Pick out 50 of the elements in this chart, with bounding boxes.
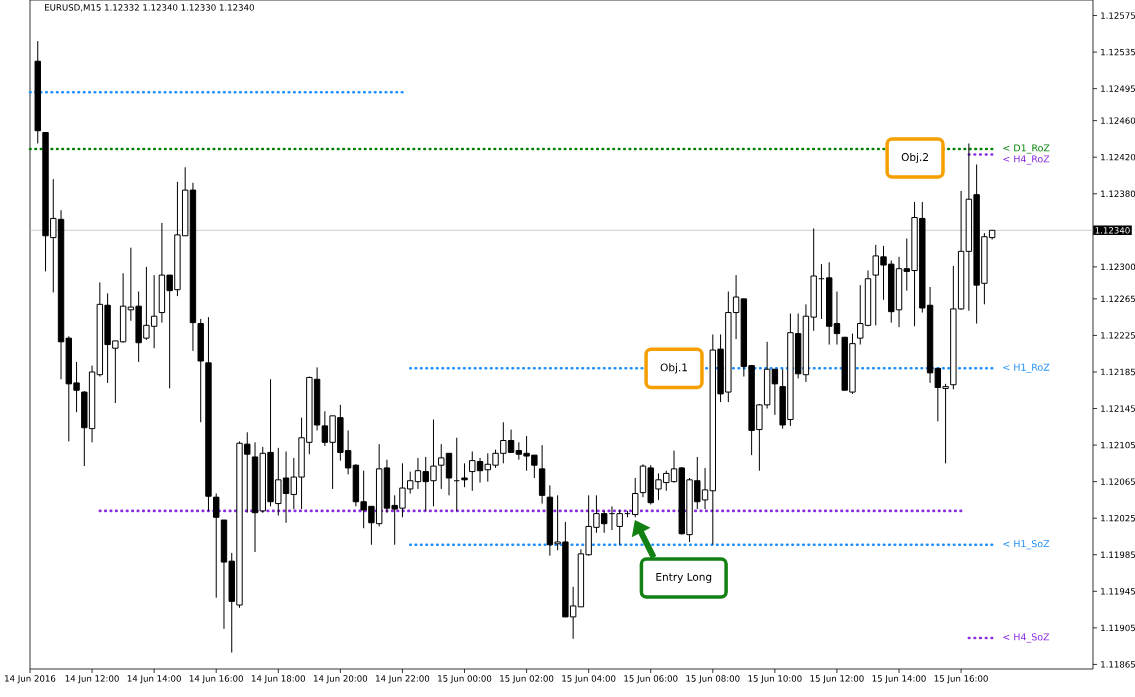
y-tick-label: 1.11865 [1101,661,1135,668]
series-label: < H1_RoZ [1003,363,1050,373]
series-label: < H4_RoZ [1003,155,1050,165]
y-tick-label: 1.12145 [1101,405,1135,412]
x-tick-label: 15 Jun 00:00 [438,675,492,684]
y-tick-label: 1.12380 [1101,190,1135,197]
y-tick-label: 1.11905 [1101,624,1135,632]
x-tick-label: 14 Jun 12:00 [65,675,119,684]
x-tick-label: 14 Jun 20:00 [313,675,368,684]
y-tick-label: 1.12535 [1101,48,1135,56]
y-tick-label: 1.11985 [1101,551,1135,559]
x-tick-label: 15 Jun 06:00 [624,675,678,684]
x-tick-label: 14 Jun 22:00 [376,675,430,684]
y-tick-label: 1.12185 [1101,368,1135,376]
candlestick [818,263,825,320]
x-tick-label: 15 Jun 12:00 [810,675,864,684]
y-tick-label: 1.12025 [1101,514,1135,522]
x-tick-label: 15 Jun 02:00 [500,675,554,684]
candlestick [213,493,220,599]
ref-line-label: 1.12340 [1095,227,1130,234]
x-tick-label: 14 Jun 18:00 [251,675,306,684]
chart-title: EURUSD,M15 1.12332 1.12340 1.12330 1.12340 [45,4,254,12]
y-tick-label: 1.11945 [1101,588,1135,595]
candlestick [461,462,468,488]
x-tick-label: 14 Jun 14:00 [127,675,181,684]
series-label: < H4_SoZ [1003,633,1050,643]
y-tick-label: 1.12265 [1101,295,1135,303]
annotation: Entry Long [656,573,712,583]
series-label: < H1_SoZ [1003,540,1050,550]
annotation: Obj.1 [660,363,687,374]
y-tick-label: 1.12460 [1101,117,1135,124]
x-tick-label: 14 Jun 2016 [5,675,56,684]
x-tick-label: 14 Jun 16:00 [189,675,243,684]
candlestick [453,437,460,512]
x-tick-label: 15 Jun 08:00 [686,675,740,684]
y-tick-label: 1.12495 [1101,85,1135,92]
y-tick-label: 1.12300 [1101,263,1135,271]
candlestick [771,368,779,416]
x-tick-label: 15 Jun 16:00 [934,675,988,684]
y-tick-label: 1.12420 [1101,153,1135,161]
series-label: < D1_RoZ [1003,144,1050,154]
y-tick-label: 1.12065 [1101,478,1135,485]
annotation: Obj.2 [901,152,928,164]
x-tick-label: 15 Jun 04:00 [562,675,616,684]
y-tick-label: 1.12225 [1101,332,1135,339]
candlestick [632,477,639,518]
x-tick-label: 15 Jun 10:00 [748,675,802,684]
x-tick-label: 15 Jun 14:00 [872,675,926,684]
y-tick-label: 1.12575 [1101,12,1135,19]
y-tick-label: 1.12105 [1101,441,1135,449]
